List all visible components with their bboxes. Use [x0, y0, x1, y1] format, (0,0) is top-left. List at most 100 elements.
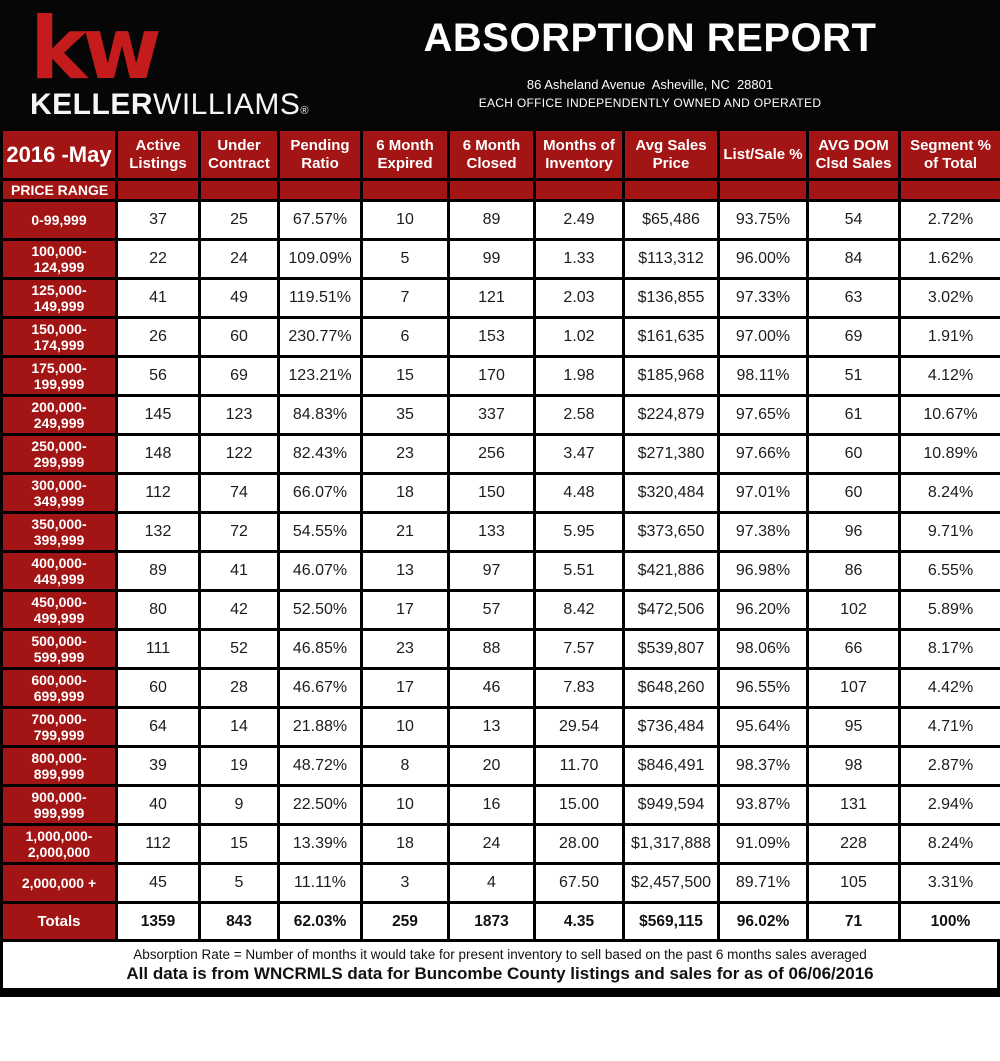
data-cell: 8.17%	[898, 628, 1000, 670]
price-range-cell: 100,000- 124,999	[0, 238, 118, 280]
data-cell: 98	[806, 745, 901, 787]
data-cell: 10	[360, 784, 450, 826]
totals-cell: 62.03%	[277, 901, 363, 942]
data-cell: 41	[115, 277, 201, 319]
table-row: 600,000- 699,999 60 28 46.67% 17 46 7.83 $648,2…	[0, 667, 1000, 709]
table-body: 0-99,999 37 25 67.57% 10 89 2.49 $65,486 93.75% 5…	[0, 199, 1000, 942]
data-cell: 52	[198, 628, 280, 670]
data-cell: $1,317,888	[622, 823, 720, 865]
totals-cell: $569,115	[622, 901, 720, 942]
data-cell: 89.71%	[717, 862, 809, 904]
data-cell: 61	[806, 394, 901, 436]
data-cell: 5.95	[533, 511, 625, 553]
data-cell: 5.51	[533, 550, 625, 592]
totals-cell: 1359	[115, 901, 201, 942]
table-row: 300,000- 349,999 112 74 66.07% 18 150 4.48 $320…	[0, 472, 1000, 514]
data-cell: 60	[806, 433, 901, 475]
data-cell: 57	[447, 589, 536, 631]
data-cell: 63	[806, 277, 901, 319]
data-cell: 64	[115, 706, 201, 748]
data-cell: 5	[360, 238, 450, 280]
data-cell: 72	[198, 511, 280, 553]
table-row: 100,000- 124,999 22 24 109.09% 5 99 1.33 $113,3…	[0, 238, 1000, 280]
data-cell: 119.51%	[277, 277, 363, 319]
column-header-row: 2016 -May Active Listings Under Contract P…	[0, 128, 1000, 181]
data-cell: 7.83	[533, 667, 625, 709]
data-cell: 1.02	[533, 316, 625, 358]
data-cell: $161,635	[622, 316, 720, 358]
data-cell: 28.00	[533, 823, 625, 865]
data-cell: 89	[447, 199, 536, 241]
price-range-spacer-cell	[198, 178, 280, 202]
data-cell: 97.66%	[717, 433, 809, 475]
column-header: Avg Sales Price	[622, 128, 720, 181]
data-cell: 2.72%	[898, 199, 1000, 241]
data-cell: 3.31%	[898, 862, 1000, 904]
data-cell: 10	[360, 199, 450, 241]
data-cell: 46	[447, 667, 536, 709]
table-header: 2016 -May Active Listings Under Contract P…	[0, 128, 1000, 202]
data-cell: 123	[198, 394, 280, 436]
data-cell: 67.57%	[277, 199, 363, 241]
data-cell: 1.91%	[898, 316, 1000, 358]
data-cell: 52.50%	[277, 589, 363, 631]
data-cell: 21	[360, 511, 450, 553]
data-cell: 39	[115, 745, 201, 787]
price-range-cell: 900,000- 999,999	[0, 784, 118, 826]
totals-cell: 71	[806, 901, 901, 942]
data-cell: 97.38%	[717, 511, 809, 553]
price-range-spacer-cell	[277, 178, 363, 202]
data-cell: 102	[806, 589, 901, 631]
data-cell: 11.70	[533, 745, 625, 787]
data-cell: 17	[360, 667, 450, 709]
data-cell: $113,312	[622, 238, 720, 280]
data-cell: 80	[115, 589, 201, 631]
data-cell: 15.00	[533, 784, 625, 826]
data-cell: 109.09%	[277, 238, 363, 280]
data-cell: 99	[447, 238, 536, 280]
data-cell: 148	[115, 433, 201, 475]
price-range-cell: 250,000- 299,999	[0, 433, 118, 475]
data-cell: $539,807	[622, 628, 720, 670]
data-cell: 21.88%	[277, 706, 363, 748]
data-cell: 46.07%	[277, 550, 363, 592]
data-cell: 15	[360, 355, 450, 397]
data-cell: 97.00%	[717, 316, 809, 358]
data-cell: 54	[806, 199, 901, 241]
data-cell: 23	[360, 433, 450, 475]
data-cell: 88	[447, 628, 536, 670]
price-range-cell: 300,000- 349,999	[0, 472, 118, 514]
data-cell: 69	[806, 316, 901, 358]
data-cell: 105	[806, 862, 901, 904]
kw-logo-wordmark: KELLERWILLIAMS®	[30, 88, 309, 122]
data-cell: 91.09%	[717, 823, 809, 865]
totals-cell: 4.35	[533, 901, 625, 942]
data-cell: 131	[806, 784, 901, 826]
data-cell: 133	[447, 511, 536, 553]
data-cell: 1.62%	[898, 238, 1000, 280]
data-cell: 4.12%	[898, 355, 1000, 397]
data-cell: 107	[806, 667, 901, 709]
column-header: List/Sale %	[717, 128, 809, 181]
data-cell: 4	[447, 862, 536, 904]
price-range-spacer-cell	[898, 178, 1000, 202]
kw-logo-mark: kw	[30, 0, 162, 99]
data-cell: 97.33%	[717, 277, 809, 319]
price-range-cell: 2,000,000 +	[0, 862, 118, 904]
column-header: Pending Ratio	[277, 128, 363, 181]
data-cell: 96.55%	[717, 667, 809, 709]
data-cell: 29.54	[533, 706, 625, 748]
column-header: 6 Month Expired	[360, 128, 450, 181]
table-row: 350,000- 399,999 132 72 54.55% 21 133 5.95 $373…	[0, 511, 1000, 553]
data-cell: 24	[198, 238, 280, 280]
data-cell: 8	[360, 745, 450, 787]
data-cell: 19	[198, 745, 280, 787]
data-cell: 82.43%	[277, 433, 363, 475]
column-header: Active Listings	[115, 128, 201, 181]
table-row: 1,000,000- 2,000,000 112 15 13.39% 18 24 28.00…	[0, 823, 1000, 865]
table-row: 150,000- 174,999 26 60 230.77% 6 153 1.02 $161,…	[0, 316, 1000, 358]
data-cell: 84	[806, 238, 901, 280]
data-cell: 15	[198, 823, 280, 865]
data-cell: 66.07%	[277, 472, 363, 514]
totals-cell: 1873	[447, 901, 536, 942]
